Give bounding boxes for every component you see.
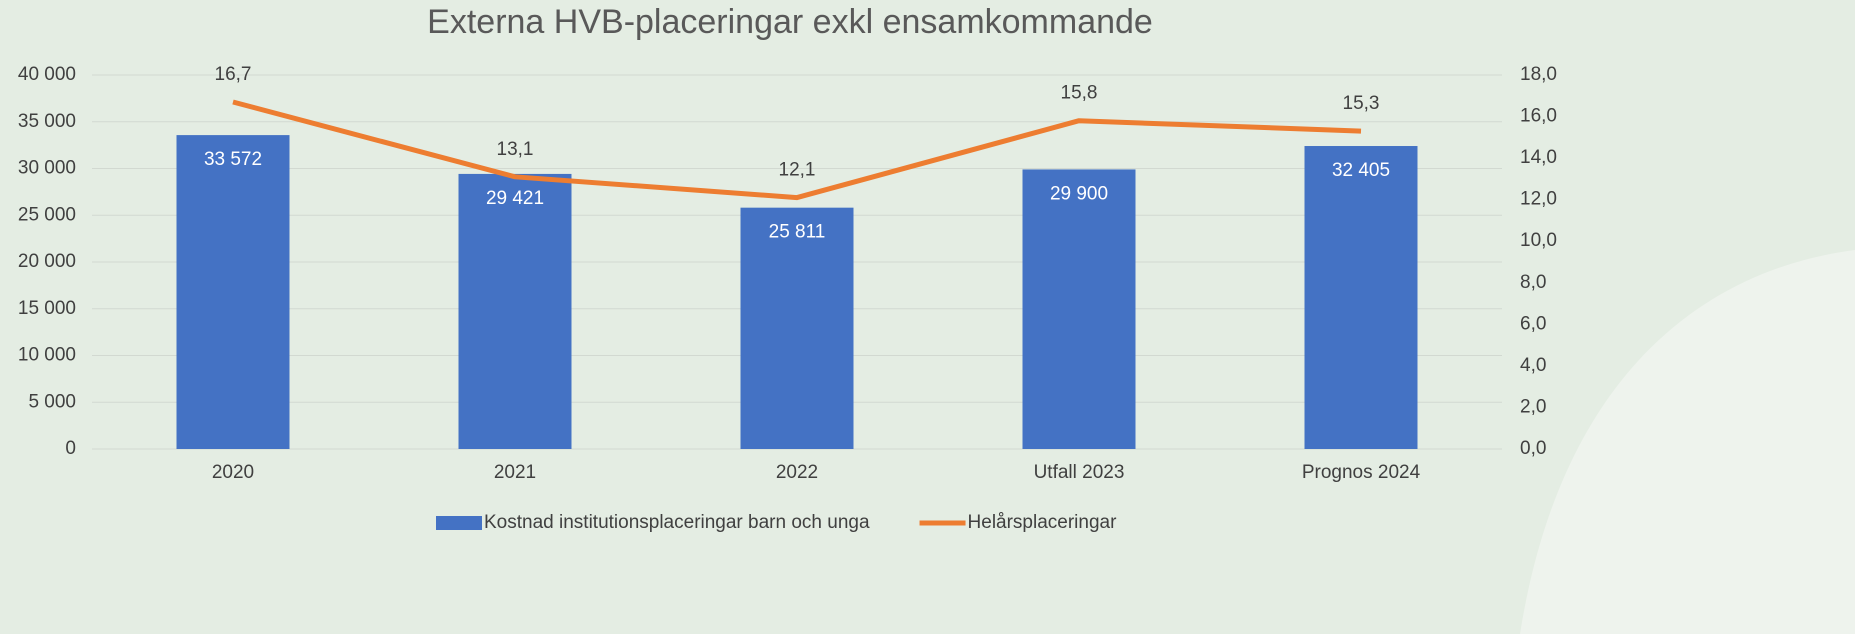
y-tick-label: 10 000 bbox=[18, 345, 76, 366]
line-value-label: 15,8 bbox=[1061, 83, 1098, 104]
bar-value-label: 29 421 bbox=[486, 188, 544, 209]
y-tick-label: 35 000 bbox=[18, 111, 76, 132]
x-tick-label: 2020 bbox=[212, 462, 254, 483]
bar-value-label: 25 811 bbox=[769, 222, 826, 243]
x-tick-label: Prognos 2024 bbox=[1302, 462, 1421, 483]
page: {"chart_data": {"type": "bar", "title": … bbox=[0, 0, 1855, 634]
y-tick-label: 30 000 bbox=[18, 158, 76, 179]
line-value-label: 13,1 bbox=[497, 139, 534, 160]
bar bbox=[177, 135, 290, 449]
y2-tick-label: 12,0 bbox=[1520, 189, 1557, 210]
y2-tick-label: 0,0 bbox=[1520, 438, 1546, 459]
y-tick-label: 20 000 bbox=[18, 251, 76, 272]
line-value-label: 15,3 bbox=[1343, 93, 1380, 114]
bar bbox=[741, 208, 854, 449]
bar-value-label: 29 900 bbox=[1050, 183, 1108, 204]
legend-label: Helårsplaceringar bbox=[968, 512, 1118, 533]
bar-value-label: 33 572 bbox=[204, 149, 262, 170]
bar-value-label: 32 405 bbox=[1332, 160, 1390, 181]
bar bbox=[1305, 146, 1418, 449]
y-tick-label: 5 000 bbox=[28, 391, 76, 412]
line-value-label: 16,7 bbox=[215, 64, 252, 85]
y2-tick-label: 6,0 bbox=[1520, 313, 1546, 334]
y2-tick-label: 4,0 bbox=[1520, 355, 1546, 376]
background-shape bbox=[1520, 250, 1855, 634]
y2-tick-label: 18,0 bbox=[1520, 64, 1557, 85]
bar bbox=[459, 174, 572, 449]
y-tick-label: 15 000 bbox=[18, 298, 76, 319]
x-tick-label: 2022 bbox=[776, 462, 818, 483]
x-tick-label: Utfall 2023 bbox=[1034, 462, 1125, 483]
y2-tick-label: 2,0 bbox=[1520, 396, 1546, 417]
chart: Externa HVB-placeringar exkl ensamkomman… bbox=[0, 0, 1855, 634]
y-tick-label: 25 000 bbox=[18, 204, 76, 225]
bar bbox=[1023, 169, 1136, 449]
y2-tick-label: 14,0 bbox=[1520, 147, 1557, 168]
legend-swatch bbox=[436, 516, 482, 530]
y-tick-label: 40 000 bbox=[18, 64, 76, 85]
y2-tick-label: 8,0 bbox=[1520, 272, 1546, 293]
line bbox=[233, 102, 1361, 198]
legend-label: Kostnad institutionsplaceringar barn och… bbox=[484, 512, 870, 533]
y-tick-label: 0 bbox=[65, 438, 76, 459]
line-value-label: 12,1 bbox=[779, 160, 816, 181]
chart-title: Externa HVB-placeringar exkl ensamkomman… bbox=[427, 3, 1153, 41]
x-tick-label: 2021 bbox=[494, 462, 536, 483]
y2-tick-label: 16,0 bbox=[1520, 106, 1557, 127]
y2-tick-label: 10,0 bbox=[1520, 230, 1557, 251]
